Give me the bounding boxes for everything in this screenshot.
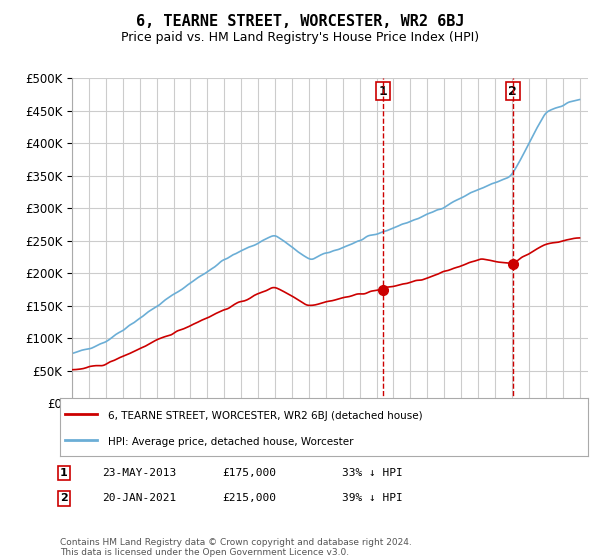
Text: 1: 1	[60, 468, 68, 478]
Text: £215,000: £215,000	[222, 493, 276, 503]
Text: Contains HM Land Registry data © Crown copyright and database right 2024.
This d: Contains HM Land Registry data © Crown c…	[60, 538, 412, 557]
Text: 39% ↓ HPI: 39% ↓ HPI	[342, 493, 403, 503]
Text: 6, TEARNE STREET, WORCESTER, WR2 6BJ (detached house): 6, TEARNE STREET, WORCESTER, WR2 6BJ (de…	[107, 412, 422, 422]
Text: HPI: Average price, detached house, Worcester: HPI: Average price, detached house, Worc…	[107, 437, 353, 447]
Text: 2: 2	[60, 493, 68, 503]
Text: 2: 2	[508, 85, 517, 98]
Text: £175,000: £175,000	[222, 468, 276, 478]
Text: 20-JAN-2021: 20-JAN-2021	[102, 493, 176, 503]
Text: 6, TEARNE STREET, WORCESTER, WR2 6BJ: 6, TEARNE STREET, WORCESTER, WR2 6BJ	[136, 14, 464, 29]
Text: 33% ↓ HPI: 33% ↓ HPI	[342, 468, 403, 478]
Text: 1: 1	[379, 85, 388, 98]
Text: 23-MAY-2013: 23-MAY-2013	[102, 468, 176, 478]
Text: Price paid vs. HM Land Registry's House Price Index (HPI): Price paid vs. HM Land Registry's House …	[121, 31, 479, 44]
